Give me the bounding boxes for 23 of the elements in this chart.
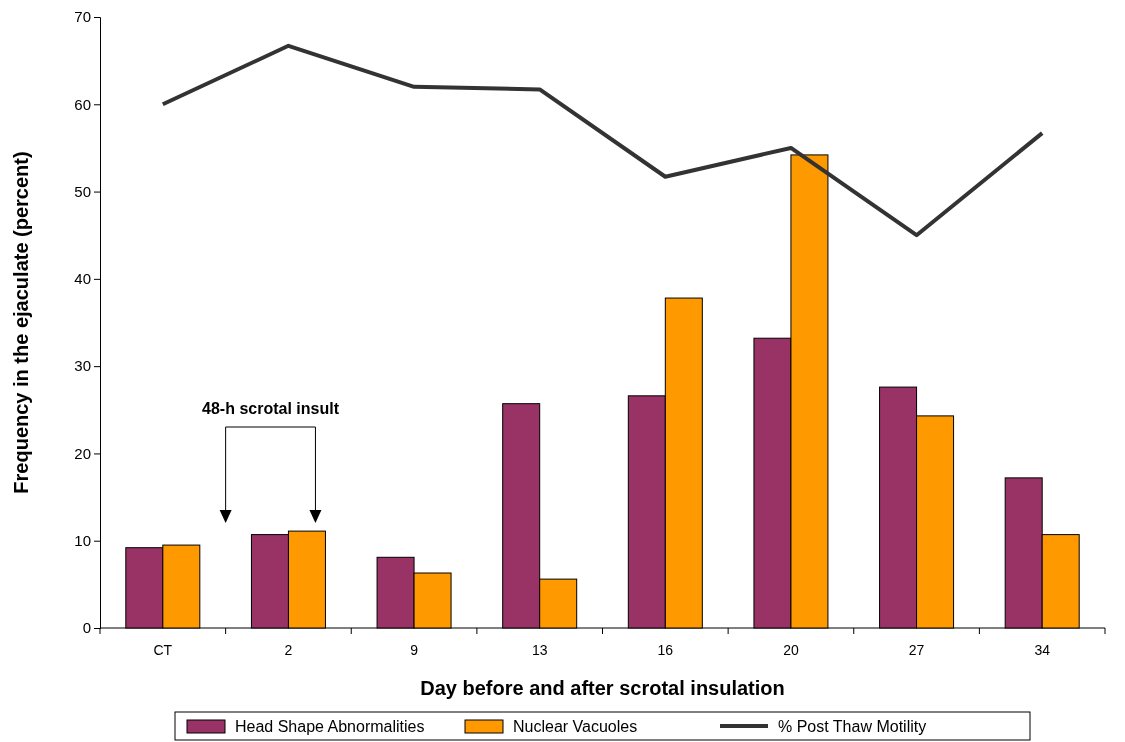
line-series — [160, 43, 1045, 238]
x-tick-label: 16 — [657, 642, 674, 658]
y-tick-label: 0 — [82, 619, 91, 637]
x-tick-label: 9 — [410, 642, 419, 658]
y-tick-label: 30 — [74, 357, 91, 375]
x-tick-label: 20 — [783, 642, 799, 658]
legend-label: Nuclear Vacuoles — [513, 718, 638, 735]
annotation: 48-h scrotal insult — [202, 400, 340, 417]
y-tick-label: 50 — [74, 182, 91, 200]
x-axis-title: Day before and after scrotal insulation — [420, 677, 785, 699]
y-tick-label: 70 — [74, 8, 91, 26]
x-tick-label: 34 — [1034, 642, 1051, 658]
y-tick-label: 10 — [74, 532, 91, 550]
y-tick-label: 40 — [74, 270, 91, 288]
y-axis-title: Frequency in the ejaculate (percent) — [10, 151, 32, 494]
x-tick-label: 27 — [908, 642, 925, 658]
x-tick-label: 13 — [531, 642, 548, 658]
x-tick-label: CT — [153, 642, 173, 658]
x-tick-label: 2 — [284, 642, 293, 658]
legend-label: Head Shape Abnormalities — [235, 718, 425, 735]
y-tick-label: 20 — [74, 444, 91, 462]
legend-label: % Post Thaw Motility — [778, 718, 927, 735]
y-tick-label: 60 — [74, 95, 91, 113]
